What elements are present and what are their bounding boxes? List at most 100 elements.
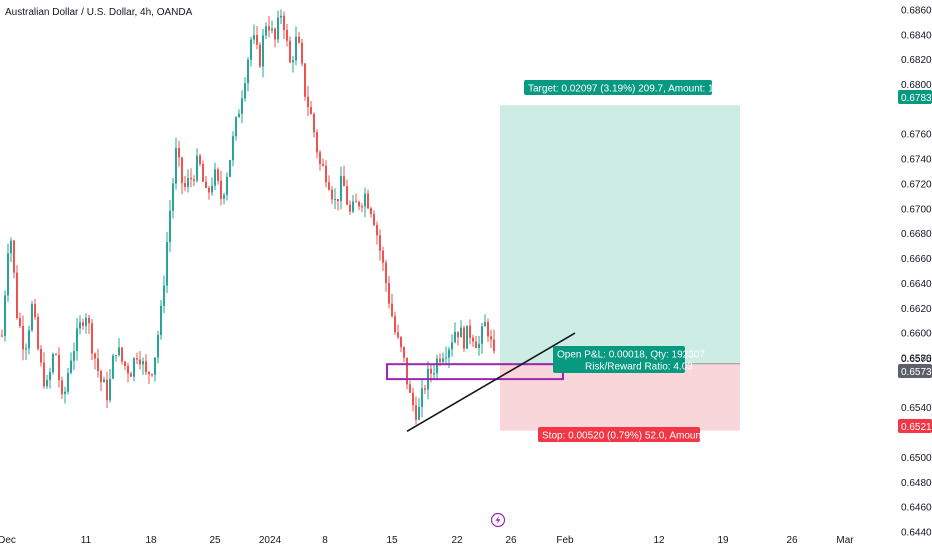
- candle-body: [238, 113, 240, 118]
- candle-body: [91, 323, 93, 354]
- candle-body: [175, 148, 177, 184]
- candle-body: [454, 331, 456, 343]
- candle-body: [88, 317, 90, 324]
- candle-body: [181, 157, 183, 184]
- candle-body: [283, 15, 285, 30]
- candle-body: [208, 187, 210, 193]
- candle-body: [334, 199, 336, 201]
- chart-title: Australian Dollar / U.S. Dollar, 4h, OAN…: [5, 7, 193, 18]
- candle-body: [154, 357, 156, 375]
- candle-body: [52, 353, 54, 373]
- candle-body: [376, 225, 378, 236]
- candle-body: [127, 365, 129, 374]
- candle-body: [319, 152, 321, 165]
- candle-body: [163, 285, 165, 306]
- candle-body: [436, 358, 438, 374]
- candle-body: [223, 194, 225, 199]
- price-label-entry-text: 0.65754: [901, 354, 932, 365]
- candle-body: [277, 17, 279, 40]
- candle-body: [370, 208, 372, 215]
- candle-body: [337, 199, 339, 201]
- x-tick-label: 19: [717, 535, 729, 546]
- candle-body: [220, 180, 222, 199]
- candle-body: [355, 201, 357, 203]
- candle-body: [202, 163, 204, 182]
- candle-body: [430, 368, 432, 374]
- candle-body: [400, 337, 402, 348]
- candle-body: [136, 358, 138, 360]
- candle-body: [151, 374, 153, 376]
- candle-body: [118, 347, 120, 356]
- candle-body: [142, 361, 144, 365]
- candle-body: [451, 342, 453, 350]
- candle-body: [22, 325, 24, 350]
- price-label-stop-text: 0.65216: [901, 422, 932, 433]
- candle-body: [121, 347, 123, 362]
- candle-body: [313, 114, 315, 133]
- price-label-entry: 0.65754: [901, 354, 932, 365]
- candle-body: [448, 349, 450, 358]
- candle-body: [112, 355, 114, 379]
- candle-body: [82, 322, 84, 326]
- price-label-stop: 0.65216: [898, 419, 932, 433]
- candle-body: [172, 183, 174, 211]
- candle-body: [346, 186, 348, 205]
- candle-body: [199, 155, 201, 164]
- candle-body: [124, 361, 126, 366]
- candle-body: [358, 201, 360, 207]
- candle-body: [229, 160, 231, 177]
- candle-body: [160, 305, 162, 336]
- time-axis[interactable]: Dec 11 18 25 2024 8 15 22 26 Feb 12 19 26 Mar: [0, 535, 854, 546]
- candle-body: [1, 335, 3, 337]
- pnl-label-text: Open P&L: 0.00018, Qty: 192307: [557, 350, 705, 361]
- candle-body: [298, 36, 300, 43]
- candle-body: [130, 373, 132, 377]
- target-label-text: Target: 0.02097 (3.19%) 209.7, Amount: 1…: [528, 84, 745, 95]
- candle-body: [442, 358, 444, 363]
- candle-body: [25, 348, 27, 350]
- candle-body: [184, 183, 186, 187]
- candle-body: [46, 380, 48, 387]
- candle-body: [265, 26, 267, 36]
- stop-label-text: Stop: 0.00520 (0.79%) 52.0, Amount: 990: [542, 431, 726, 442]
- target-zone[interactable]: [500, 105, 740, 364]
- candle-body: [388, 283, 390, 304]
- candle-body: [247, 59, 249, 84]
- trendline[interactable]: [406, 332, 576, 433]
- candle-body: [478, 343, 480, 349]
- candle-body: [301, 42, 303, 64]
- candle-body: [10, 240, 12, 254]
- candle-body: [394, 316, 396, 333]
- candle-body: [7, 253, 9, 296]
- stop-zone[interactable]: [500, 363, 740, 431]
- candle-body: [16, 272, 18, 319]
- candle-body: [421, 388, 423, 407]
- x-tick-label: 11: [81, 535, 92, 546]
- candle-body: [493, 339, 495, 352]
- price-label-target: 0.67833: [898, 90, 932, 104]
- candle-body: [481, 326, 483, 344]
- candle-body: [289, 40, 291, 63]
- candle-body: [259, 44, 261, 67]
- x-tick-label: 22: [451, 535, 463, 546]
- stop-label: Stop: 0.00520 (0.79%) 52.0, Amount: 990: [538, 427, 726, 442]
- candle-body: [403, 347, 405, 358]
- x-tick-label: 15: [386, 535, 398, 546]
- candle-body: [445, 357, 447, 359]
- candle-body: [385, 262, 387, 284]
- candle-body: [418, 406, 420, 420]
- price-label-last-text: 0.65736: [901, 367, 932, 378]
- lightning-icon[interactable]: [490, 512, 506, 528]
- candle-body: [178, 148, 180, 158]
- candle-body: [70, 360, 72, 373]
